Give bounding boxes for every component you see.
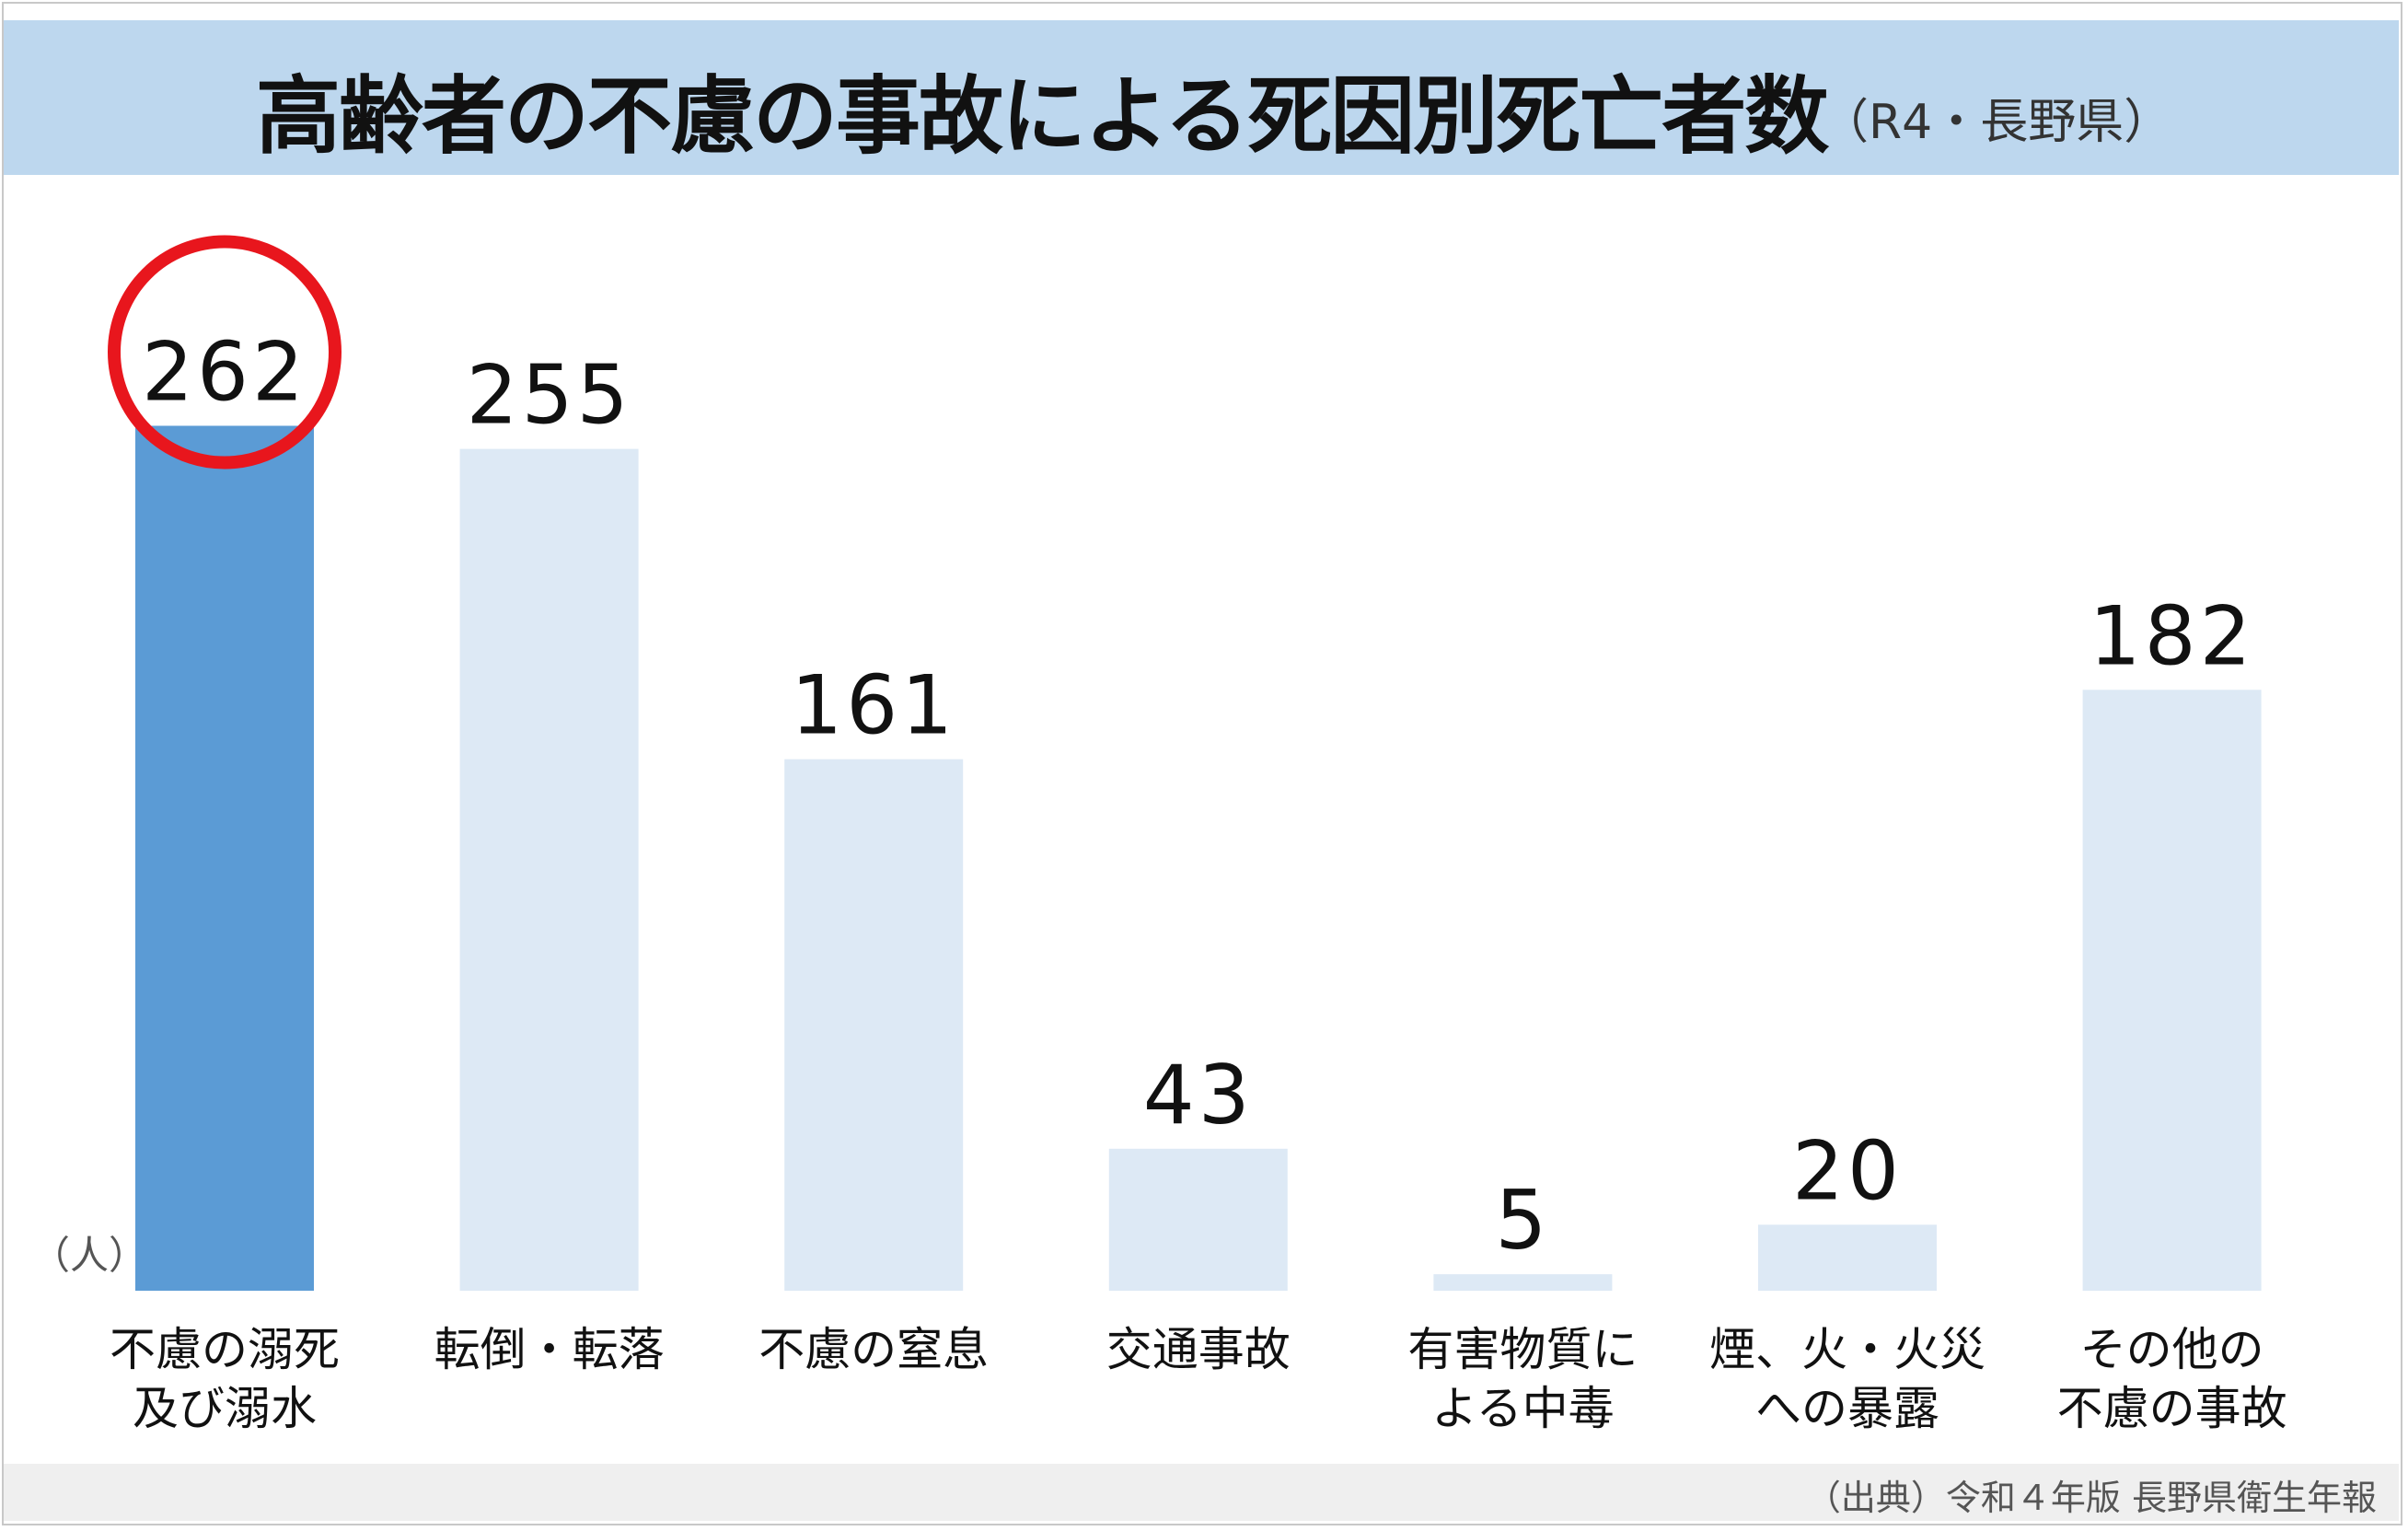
category-label-6-0: その他の xyxy=(2080,1323,2264,1376)
category-label-3-0: 交通事故 xyxy=(1106,1323,1291,1376)
value-label-0: 262 xyxy=(142,325,307,420)
value-label-5: 20 xyxy=(1792,1123,1903,1218)
bar-2 xyxy=(784,759,964,1291)
value-label-6: 182 xyxy=(2090,588,2255,683)
category-label-5-1: への暴露 xyxy=(1755,1382,1939,1435)
source-note: （出典）令和４年版 長野県衛生年報 xyxy=(1805,1478,2377,1518)
category-label-0-1: 及び溺水 xyxy=(133,1382,317,1435)
category-label-2-0: 不慮の窒息 xyxy=(758,1323,989,1376)
category-label-4-0: 有害物質に xyxy=(1407,1323,1638,1376)
bar-6 xyxy=(2082,690,2262,1291)
bar-0 xyxy=(135,425,314,1291)
chart-title: 高齢者の不慮の事故による死因別死亡者数 xyxy=(256,67,1829,166)
value-label-2: 161 xyxy=(791,658,956,753)
bar-4 xyxy=(1433,1274,1613,1291)
title-banner xyxy=(4,20,2399,175)
chart-subtitle: （R4・長野県） xyxy=(1821,95,2172,150)
category-label-0-0: 不慮の溺死 xyxy=(110,1323,340,1376)
bar-3 xyxy=(1108,1148,1288,1291)
value-label-1: 255 xyxy=(467,348,632,443)
category-label-5-0: 煙、火・火災 xyxy=(1709,1323,1985,1376)
y-unit-label: （人） xyxy=(31,1233,148,1278)
source-footer xyxy=(4,1464,2399,1521)
bar-1 xyxy=(459,448,639,1292)
value-label-3: 43 xyxy=(1143,1048,1254,1142)
category-label-4-1: よる中毒 xyxy=(1431,1382,1615,1435)
category-label-1-0: 転倒・転落 xyxy=(434,1323,665,1376)
value-label-4: 5 xyxy=(1495,1173,1550,1268)
highlight-circle xyxy=(108,235,342,470)
bar-5 xyxy=(1758,1224,1937,1291)
category-label-6-1: 不慮の事故 xyxy=(2057,1382,2287,1435)
